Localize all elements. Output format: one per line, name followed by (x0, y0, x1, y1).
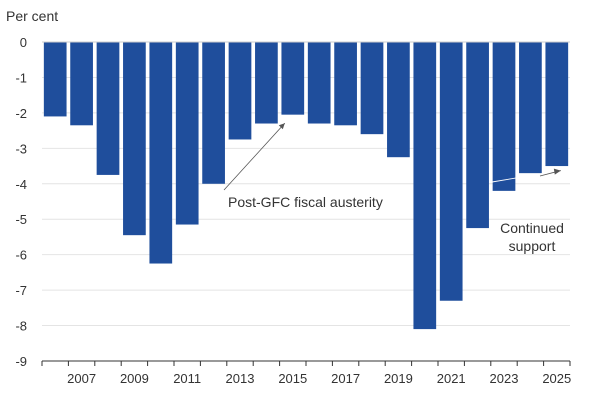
bar (519, 42, 542, 174)
x-axis: 2007 2009 2011 2013 2015 2017 2019 2021 2023 2025 (41, 41, 571, 386)
x-tick-label: 2011 (173, 371, 201, 386)
annotation-line: Continued (500, 220, 564, 236)
x-tick-label: 2017 (331, 371, 360, 386)
bar (307, 42, 331, 124)
bar (466, 42, 489, 229)
x-tick-label: 2013 (226, 371, 255, 386)
y-tick-label: 0 (20, 35, 27, 50)
x-tick-label: 2007 (67, 371, 96, 386)
annotation-arrow-line (491, 170, 561, 183)
y-tick-label: -5 (15, 212, 27, 227)
bar (202, 42, 225, 184)
annotation-arrow-line (223, 122, 286, 191)
bar (255, 42, 278, 124)
y-tick-label: -9 (15, 354, 27, 369)
bar (281, 42, 305, 115)
y-tick-label: -8 (15, 319, 27, 334)
y-tick-label: -1 (15, 70, 27, 85)
bar (492, 42, 516, 191)
y-tick-label: -2 (15, 106, 27, 121)
y-tick-label: -6 (15, 248, 27, 263)
bar (413, 42, 437, 330)
annotation-line: support (509, 238, 556, 254)
annotation-post-gfc: Post-GFC fiscal austerity (228, 194, 383, 210)
y-axis-ticks: 0 -1 -2 -3 -4 -5 -6 -7 -8 -9 (15, 35, 27, 369)
x-tick-label: 2021 (437, 371, 466, 386)
bar (70, 42, 93, 126)
bar (439, 42, 463, 301)
x-tick-label: 2009 (120, 371, 149, 386)
y-tick-label: -7 (15, 283, 27, 298)
bar (43, 42, 67, 117)
x-tick-label: 2025 (542, 371, 571, 386)
x-tick-label: 2015 (278, 371, 307, 386)
bar (149, 42, 173, 264)
bar (387, 42, 410, 158)
bar (96, 42, 120, 175)
y-axis-label: Per cent (6, 8, 58, 24)
bars (43, 42, 569, 330)
bar (228, 42, 252, 140)
y-tick-label: -3 (15, 141, 27, 156)
annotations: Post-GFC fiscal austerity Continued suppor… (223, 122, 564, 254)
bar (123, 42, 146, 236)
x-tick-label: 2023 (490, 371, 519, 386)
bar (360, 42, 384, 135)
bar (334, 42, 357, 126)
annotation-arrow-head (553, 168, 561, 175)
bar (545, 42, 569, 167)
bar (175, 42, 199, 225)
x-tick-label: 2019 (384, 371, 413, 386)
gridlines (42, 76, 570, 362)
annotation-continued-support: Continued support (500, 220, 564, 254)
y-tick-label: -4 (15, 177, 27, 192)
annotation-arrow-head (278, 123, 285, 130)
